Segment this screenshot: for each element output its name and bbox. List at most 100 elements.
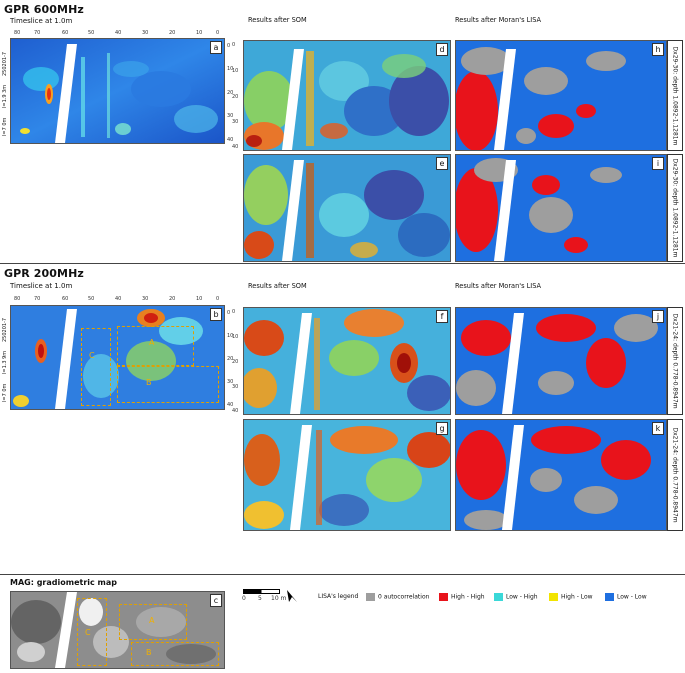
y-tick: 20: [227, 90, 234, 96]
panel-j-lisa-200: j: [455, 307, 667, 415]
zone-c-label: C: [89, 351, 95, 360]
legend-swatch: [605, 593, 614, 601]
legend-swatch: [439, 593, 448, 601]
gpr600-som-header: Results after SOM: [248, 16, 307, 24]
zone-a-outline: [119, 604, 187, 640]
gpr600-lisa-header: Results after Moran's LISA: [455, 16, 542, 24]
panel-letter-a: a: [210, 41, 222, 54]
x-tick: 20: [169, 30, 176, 36]
lisa-legend-title: LISA's legend: [318, 593, 359, 600]
x-tick: 60: [62, 296, 69, 302]
y-tick: 20: [232, 359, 239, 365]
y-tick: 10: [227, 66, 234, 72]
legend-item-low-high: Low - High: [494, 593, 538, 601]
legend-swatch: [549, 593, 558, 601]
panel-letter-d: d: [436, 43, 448, 56]
strip-k-label: Dx21-24: depth 0.778-0.8947m: [671, 427, 679, 523]
panel-a-gpr600-timeslice: a: [10, 38, 225, 144]
side-label: 250201-7: [2, 317, 8, 342]
side-label: 250201-7: [2, 51, 8, 76]
side-label: l=7 0m: [2, 383, 8, 402]
panel-h-lisa-600: h: [455, 40, 667, 151]
y-tick: 10: [232, 334, 239, 340]
x-tick: 30: [142, 30, 149, 36]
y-tick: 20: [227, 356, 234, 362]
scale-tick: 10 m: [271, 595, 287, 602]
y-tick: 0: [232, 42, 236, 48]
gpr200-som-header: Results after SOM: [248, 282, 307, 290]
north-arrow-icon: [286, 588, 298, 602]
legend-label: Low - High: [506, 593, 538, 601]
y-tick: 0: [232, 309, 236, 315]
y-tick: 0: [227, 43, 231, 49]
zone-b-outline: [117, 366, 219, 403]
panel-c-mag-gradiometric: C A B c: [10, 591, 225, 669]
legend-item-low-low: Low - Low: [605, 593, 647, 601]
x-tick: 80: [14, 30, 21, 36]
strip-k-depth: Dx21-24: depth 0.778-0.8947m: [667, 419, 683, 531]
panel-g-som-200: g: [243, 419, 451, 531]
zone-c-outline: [81, 328, 111, 406]
zone-c-outline: [77, 598, 107, 666]
strip-h-label: Dx29-30: depth 1.0892-1.1281m: [671, 46, 679, 145]
legend-swatch: [494, 593, 503, 601]
y-tick: 40: [227, 402, 234, 408]
panel-letter-h: h: [652, 43, 664, 56]
legend-swatch: [366, 593, 375, 601]
y-tick: 20: [232, 94, 239, 100]
y-tick: 30: [232, 384, 239, 390]
y-tick: 40: [232, 144, 239, 150]
gpr200-lisa-header: Results after Moran's LISA: [455, 282, 542, 290]
gpr600-timeslice-label: Timeslice at 1.0m: [10, 17, 73, 25]
panel-f-som-200: f: [243, 307, 451, 415]
gpr200-title: GPR 200MHz: [4, 267, 84, 280]
strip-i-depth: Dx29-30: depth 1.0892-1.1281m: [667, 154, 683, 262]
x-tick: 30: [142, 296, 149, 302]
legend-item-high-low: High - Low: [549, 593, 593, 601]
strip-h-depth: Dx29-30: depth 1.0892-1.1281m: [667, 40, 683, 151]
panel-letter-e: e: [436, 157, 448, 170]
panel-d-som-600: d: [243, 40, 451, 151]
x-tick: 50: [88, 30, 95, 36]
legend-label: Low - Low: [617, 593, 647, 601]
gpr600-title: GPR 600MHz: [4, 3, 84, 16]
panel-letter-i: i: [652, 157, 664, 170]
zone-b-outline: [131, 642, 219, 666]
section-divider: [0, 263, 685, 264]
x-tick: 10: [196, 296, 203, 302]
x-tick: 50: [88, 296, 95, 302]
y-tick: 30: [227, 113, 234, 119]
y-tick: 10: [232, 68, 239, 74]
legend-item-0-autocorrelation: 0 autocorrelation: [366, 593, 429, 601]
zone-a-outline: [117, 326, 194, 366]
mag-title: MAG: gradiometric map: [10, 578, 117, 587]
y-tick: 0: [227, 310, 231, 316]
section-divider: [0, 574, 685, 575]
scale-tick: 0: [242, 595, 246, 602]
scale-bar: 0 5 10 m: [242, 589, 293, 603]
x-tick: 10: [196, 30, 203, 36]
strip-j-depth: Dx21-24: depth 0.778-0.8947m: [667, 307, 683, 415]
panel-e-som-600: e: [243, 154, 451, 262]
y-tick: 30: [227, 379, 234, 385]
panel-letter-f: f: [436, 310, 448, 323]
strip-i-label: Dx29-30: depth 1.0892-1.1281m: [671, 158, 679, 258]
gpr200-timeslice-label: Timeslice at 1.0m: [10, 282, 73, 290]
strip-j-label: Dx21-24: depth 0.778-0.8947m: [671, 313, 679, 409]
panel-letter-c: c: [210, 594, 222, 607]
zone-b-label: B: [146, 378, 152, 387]
y-tick: 10: [227, 333, 234, 339]
legend-label: 0 autocorrelation: [378, 593, 430, 601]
panel-letter-b: b: [210, 308, 222, 321]
zone-a-label: A: [149, 338, 155, 347]
x-tick: 80: [14, 296, 21, 302]
legend-label: High - Low: [561, 593, 593, 601]
scale-tick: 5: [258, 595, 262, 602]
x-tick: 40: [115, 30, 122, 36]
x-tick: 20: [169, 296, 176, 302]
x-tick: 70: [34, 30, 41, 36]
side-label: l=1.9 3m: [2, 84, 8, 108]
y-tick: 40: [232, 408, 239, 414]
y-tick: 30: [232, 119, 239, 125]
panel-i-lisa-600: i: [455, 154, 667, 262]
